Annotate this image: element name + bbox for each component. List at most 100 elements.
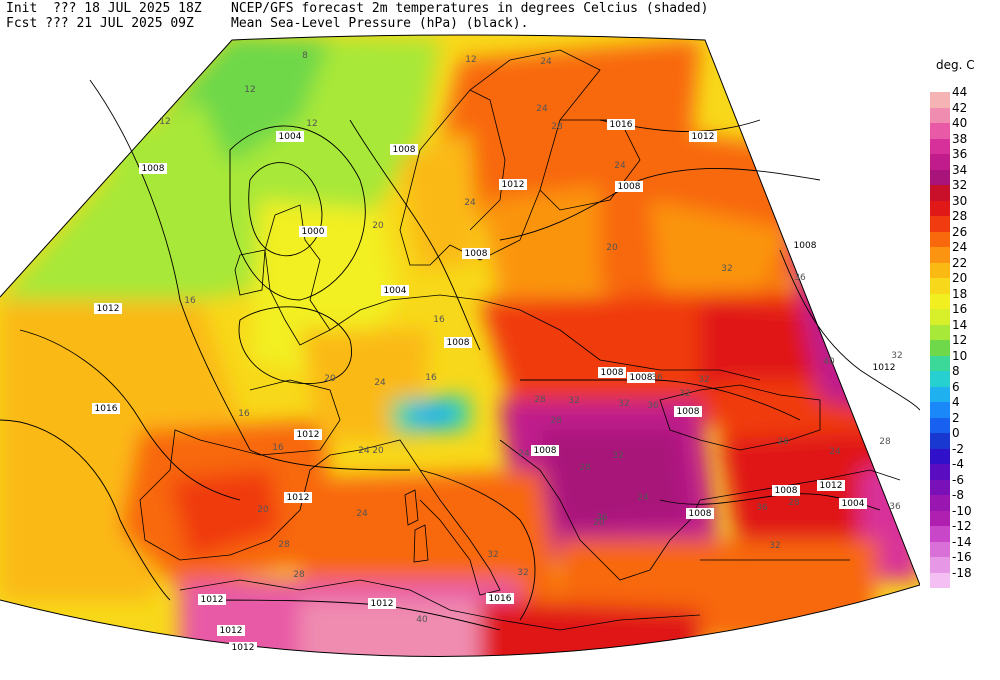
temperature-contour-label: 36 bbox=[647, 401, 659, 411]
temperature-contour-label: 28 bbox=[551, 122, 563, 132]
isobar-label-box bbox=[294, 429, 322, 440]
map-title: NCEP/GFS forecast 2m temperatures in deg… bbox=[231, 1, 709, 16]
temperature-contour-label: 28 bbox=[293, 570, 305, 580]
isobar-label-box bbox=[486, 593, 514, 604]
colorbar-tick-label: 30 bbox=[952, 193, 968, 208]
isobar-label-box bbox=[284, 492, 312, 503]
isobar-label-box bbox=[390, 144, 418, 155]
isobar-label: 1016 bbox=[610, 120, 633, 130]
colorbar-swatch bbox=[930, 495, 950, 511]
temperature-contour-label: 24 bbox=[637, 493, 649, 503]
temperature-contour-label: 16 bbox=[425, 373, 437, 383]
temperature-contour-label: 12 bbox=[465, 55, 476, 65]
temperature-contour-label: 32 bbox=[721, 264, 732, 274]
colorbar-tick-label: 22 bbox=[952, 255, 968, 270]
temperature-contour-label: 24 bbox=[356, 509, 368, 519]
colorbar-swatch bbox=[930, 278, 950, 294]
temperature-contour-label: 28 bbox=[879, 437, 891, 447]
temperature-contour-label: 20 bbox=[257, 505, 269, 515]
temperature-contour-label: 32 bbox=[568, 396, 579, 406]
temperature-contour-label: 32 bbox=[891, 351, 902, 361]
isobar-label-box bbox=[772, 485, 800, 496]
colorbar-swatch bbox=[930, 417, 950, 433]
isobar-label: 1012 bbox=[97, 304, 120, 314]
isobar-label-box bbox=[870, 362, 898, 373]
colorbar-swatch bbox=[930, 433, 950, 449]
colorbar-tick-label: 42 bbox=[952, 100, 968, 115]
isobars bbox=[0, 79, 920, 631]
colorbar-swatch bbox=[930, 123, 950, 139]
colorbar-tick-label: 44 bbox=[952, 85, 968, 99]
map-subtitle: Mean Sea-Level Pressure (hPa) (black). bbox=[231, 16, 529, 31]
isobar-label: 1008 bbox=[601, 368, 624, 378]
colorbar-swatch bbox=[930, 231, 950, 247]
isobar-label: 1008 bbox=[393, 145, 416, 155]
colorbar-swatch bbox=[930, 293, 950, 309]
colorbar-swatch bbox=[930, 510, 950, 526]
forecast-time: Fcst ??? 21 JUL 2025 09Z bbox=[6, 16, 194, 31]
isobar-label: 1008 bbox=[775, 486, 798, 496]
temperature-contour-label: 16 bbox=[272, 443, 284, 453]
colorbar-swatch bbox=[930, 169, 950, 185]
colorbar-tick-label: 26 bbox=[952, 224, 968, 239]
colorbar-tick-label: -4 bbox=[952, 457, 964, 471]
temperature-contour-label: 12 bbox=[244, 85, 255, 95]
colorbar-tick-label: 38 bbox=[952, 131, 968, 146]
colorbar-tick-label: 14 bbox=[952, 317, 968, 332]
colorbar-swatch bbox=[930, 386, 950, 402]
temperature-contour-label: 24 bbox=[536, 104, 548, 114]
colorbar-swatch bbox=[930, 541, 950, 557]
colorbar-swatch bbox=[930, 324, 950, 340]
temperature-contour-label: 28 bbox=[788, 498, 800, 508]
isobar-label: 1012 bbox=[692, 132, 715, 142]
temperature-contour-label: 20 bbox=[372, 221, 384, 231]
isobar-label: 1012 bbox=[201, 595, 224, 605]
isobar-label-box bbox=[198, 594, 226, 605]
isobar-label-box bbox=[499, 179, 527, 190]
isobar-label-box bbox=[299, 226, 327, 237]
colorbar-swatch bbox=[930, 154, 950, 170]
colorbar-swatch bbox=[930, 262, 950, 278]
temperature-contour-label: 28 bbox=[278, 540, 290, 550]
isobar-label: 1004 bbox=[279, 132, 302, 142]
colorbar bbox=[930, 92, 950, 588]
colorbar-swatch bbox=[930, 107, 950, 123]
colorbar-tick-label: -6 bbox=[952, 472, 964, 487]
colorbar-tick-label: 40 bbox=[952, 116, 968, 130]
isobar-label-box bbox=[462, 248, 490, 259]
colorbar-swatch bbox=[930, 92, 950, 108]
colorbar-tick-label: 12 bbox=[952, 333, 968, 347]
temperature-contour-label: 24 bbox=[464, 198, 476, 208]
colorbar-swatch bbox=[930, 355, 950, 371]
isobar-label-box bbox=[627, 372, 655, 383]
isobar-label-box bbox=[276, 131, 304, 142]
isobar-label: 1012 bbox=[371, 599, 394, 609]
colorbar-tick-label: 34 bbox=[952, 162, 968, 177]
colorbar-swatch bbox=[930, 247, 950, 263]
isobar-label: 1008 bbox=[447, 338, 470, 348]
isobar-label-box bbox=[217, 625, 245, 636]
isobar-label-box bbox=[598, 367, 626, 378]
temperature-contour-label: 12 bbox=[306, 119, 317, 129]
colorbar-swatch bbox=[930, 448, 950, 464]
isobar-label-box bbox=[139, 163, 167, 174]
isobar-label: 1008 bbox=[630, 373, 653, 383]
temperature-contour-label: 36 bbox=[756, 503, 768, 513]
colorbar-title: deg. C bbox=[936, 58, 975, 72]
colorbar-swatch bbox=[930, 216, 950, 232]
isobar-label: 1012 bbox=[873, 363, 896, 373]
isobar-label: 1012 bbox=[287, 493, 310, 503]
isobar-label: 1008 bbox=[534, 446, 557, 456]
temperature-contour-label: 24 bbox=[358, 446, 370, 456]
isobar-label: 1012 bbox=[820, 481, 843, 491]
isobar-label: 1012 bbox=[220, 626, 243, 636]
isobar-label: 1016 bbox=[95, 404, 118, 414]
isobar-label: 1012 bbox=[232, 643, 255, 653]
colorbar-tick-label: 24 bbox=[952, 240, 968, 254]
temperature-contour-label: 36 bbox=[794, 273, 806, 283]
colorbar-swatch bbox=[930, 185, 950, 201]
temperature-contour-label: 20 bbox=[324, 374, 336, 384]
colorbar-tick-label: 4 bbox=[952, 395, 960, 409]
colorbar-swatch bbox=[930, 464, 950, 480]
